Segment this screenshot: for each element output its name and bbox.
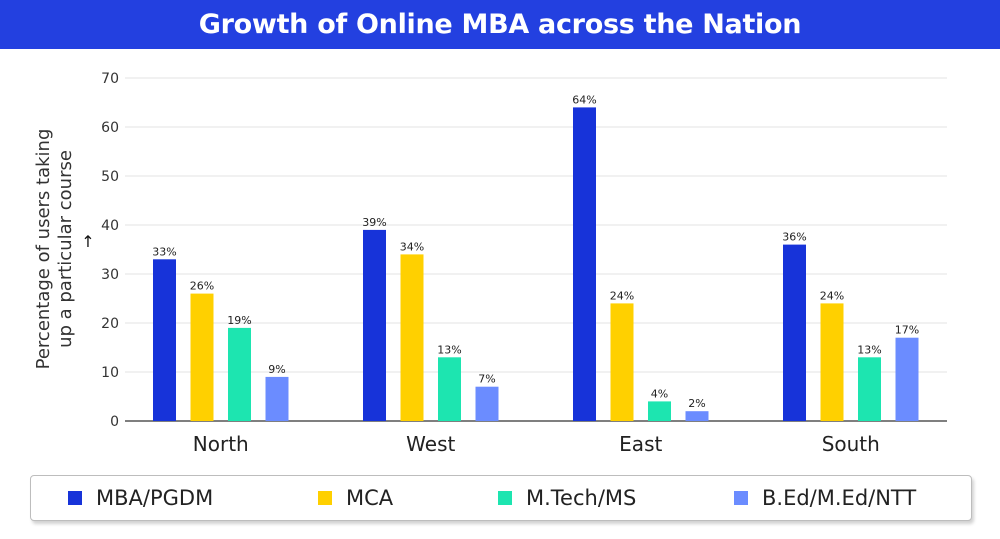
y-tick-label: 50	[101, 169, 119, 185]
y-axis-label-line2: up a particular course	[55, 150, 76, 348]
y-tick-label: 10	[101, 365, 119, 381]
y-tick-label: 40	[101, 218, 119, 234]
chart-title: Growth of Online MBA across the Nation	[198, 9, 802, 40]
bar	[363, 229, 386, 421]
bar	[895, 337, 919, 421]
y-tick-label: 20	[101, 316, 119, 332]
bar	[190, 293, 214, 421]
legend-swatch-mca	[318, 491, 332, 505]
legend: MBA/PGDM MCA M.Tech/MS B.Ed/M.Ed/NTT	[30, 475, 972, 521]
bar-value-label: 13%	[437, 343, 461, 356]
bar-value-label: 17%	[895, 324, 919, 337]
legend-item-mtech-ms: M.Tech/MS	[498, 476, 636, 520]
bar	[783, 244, 806, 421]
legend-label-mba-pgdm: MBA/PGDM	[96, 486, 214, 510]
bar-value-label: 36%	[782, 231, 806, 244]
bar-value-label: 33%	[152, 245, 176, 258]
legend-item-mba-pgdm: MBA/PGDM	[68, 476, 213, 520]
bar-value-label: 4%	[651, 387, 668, 400]
legend-swatch-mba-pgdm	[68, 491, 82, 505]
y-axis-label: Percentage of users takingup a particula…	[33, 129, 76, 370]
bar-value-label: 26%	[190, 280, 214, 293]
bar-value-label: 34%	[400, 240, 424, 253]
legend-label-bed-med-ntt: B.Ed/M.Ed/NTT	[762, 486, 917, 510]
legend-swatch-bed-med-ntt	[734, 491, 748, 505]
x-tick-label: South	[822, 432, 880, 456]
bar	[648, 401, 671, 421]
legend-swatch-mtech-ms	[498, 491, 512, 505]
bar-value-label: 9%	[268, 363, 285, 376]
bar	[400, 254, 424, 421]
bar-value-label: 24%	[820, 289, 844, 302]
bar	[475, 386, 499, 421]
y-axis-arrow-icon: ↑	[81, 232, 94, 251]
bar-value-label: 64%	[572, 93, 596, 106]
x-tick-label: West	[406, 432, 455, 456]
bar-value-label: 19%	[227, 314, 251, 327]
y-tick-label: 0	[110, 414, 119, 430]
y-tick-label: 30	[101, 267, 119, 283]
bar	[228, 327, 251, 421]
bar	[438, 357, 461, 421]
bar-value-label: 7%	[478, 373, 495, 386]
bar-value-label: 13%	[857, 343, 881, 356]
legend-label-mtech-ms: M.Tech/MS	[526, 486, 637, 510]
bar	[820, 303, 844, 421]
bar	[685, 411, 709, 421]
y-tick-label: 60	[101, 120, 119, 136]
legend-item-bed-med-ntt: B.Ed/M.Ed/NTT	[734, 476, 916, 520]
title-bar: Growth of Online MBA across the Nation	[0, 0, 1000, 49]
bar	[153, 259, 176, 421]
chart-area: 0 10 20 30 40 50 60 70 Percentage of users takin…	[33, 71, 947, 456]
y-axis-label-line1: Percentage of users taking	[33, 129, 54, 370]
bar	[573, 107, 596, 422]
bar	[265, 376, 289, 421]
bar-value-label: 39%	[362, 216, 386, 229]
legend-label-mca: MCA	[346, 486, 394, 510]
x-tick-label: North	[193, 432, 249, 456]
bar	[610, 303, 634, 421]
x-tick-label: East	[619, 432, 662, 456]
y-tick-label: 70	[101, 71, 119, 87]
bar	[858, 357, 881, 421]
bar-value-label: 24%	[610, 289, 634, 302]
legend-item-mca: MCA	[318, 476, 393, 520]
bar-value-label: 2%	[688, 397, 705, 410]
